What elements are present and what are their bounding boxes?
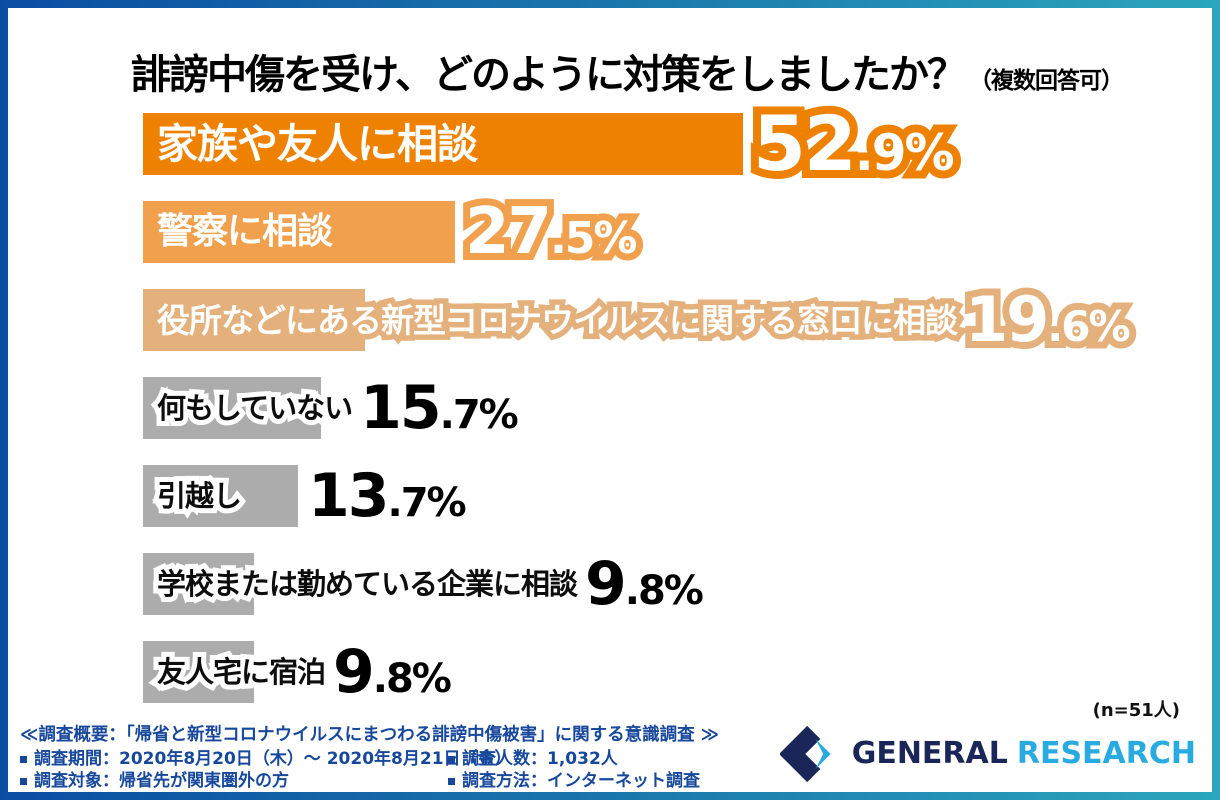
bar-row: 何もしていない 何もしていない 15.7% 15.7% [143,377,1193,439]
bar-content: 警察に相談 警察に相談 27.5% 27.5% [143,193,1193,271]
bar-percentage-outline: 52.9% [745,98,963,190]
survey-footer: ≪調査概要：「帰省と新型コロナウイルスにまつわる誹謗中傷被害」に関する意識調査 … [20,724,719,792]
survey-detail-text: 調査人数：1,032人 [462,748,618,769]
bar-label-text: 役所などにある新型コロナウイルスに関する窓口に相談 [157,300,958,340]
bar-percentage-text: 9.8% [333,637,452,707]
bar-row: 警察に相談 警察に相談 27.5% 27.5% [143,193,1193,271]
bar-label: 警察に相談 警察に相談 [157,214,457,250]
bar-row: 引越し 引越し 13.7% 13.7% [143,465,1193,527]
bar-row: 家族や友人に相談 家族や友人に相談 52.9% 52.9% [143,98,1193,190]
logo: GENERAL RESEARCH [779,724,1196,784]
bar-percentage-text: 13.7% [308,461,467,531]
bar-fill [143,641,254,703]
bar-percentage-outline: 19.6% [958,282,1138,358]
title-main: 誹謗中傷を受け、どのように対策をしましたか？ [131,52,967,98]
bar-fill [143,553,254,615]
survey-detail-text: 調査期間：2020年8月20日（木）～ 2020年8月21日（金） [34,748,512,769]
survey-detail-text: 調査対象：帰省先が関東圏外の方 [34,770,289,791]
bar-label: 学校または勤めている企業に相談 学校または勤めている企業に相談 [152,564,583,603]
bar-percentage-text: 19.6% [965,283,1131,356]
bar-percentage: 13.7% 13.7% [308,461,467,531]
bar-percentage: 15.7% 15.7% [360,373,519,443]
bullet-icon [20,777,27,785]
bar-percentage-text: 9.8% [585,549,704,619]
sample-size-note: (n=51人) [1092,700,1180,721]
bar-content: 家族や友人に相談 家族や友人に相談 52.9% 52.9% [143,98,1193,190]
bar-label-outline: 役所などにある新型コロナウイルスに関する窓口に相談 [152,298,964,342]
logo-word-research: RESEARCH [1016,736,1196,771]
multiple-answers-note: （複数回答可） [969,68,1124,94]
bar-label: 友人宅に宿泊 友人宅に宿泊 [152,652,331,691]
bar-label: 引越し 引越し [152,476,300,515]
bar-label: 家族や友人に相談 家族や友人に相談 [157,123,745,165]
survey-detail-item: 調査対象：帰省先が関東圏外の方 [20,771,444,792]
bar-label-text: 家族や友人に相談 [157,119,478,168]
logo-mark-icon [779,725,831,783]
bar-row: 学校または勤めている企業に相談 学校または勤めている企業に相談 9.8% 9.8… [143,553,1193,615]
bar-fill [143,465,298,527]
survey-detail-item: 調査人数：1,032人 [448,749,719,770]
survey-details: 調査期間：2020年8月20日（木）～ 2020年8月21日（金） 調査人数：1… [20,749,719,793]
survey-detail-item: 調査方法：インターネット調査 [448,771,719,792]
bullet-icon [20,755,27,763]
bar-label-text: 何もしていない [157,390,353,425]
survey-detail-text: 調査方法：インターネット調査 [462,770,700,791]
bar-label-text: 学校または勤めている企業に相談 [157,566,578,601]
bar-label: 役所などにある新型コロナウイルスに関する窓口に相談 役所などにある新型コロナウイ… [152,298,964,342]
bar-content: 何もしていない 何もしていない 15.7% 15.7% [143,377,1193,439]
bar-row: 役所などにある新型コロナウイルスに関する窓口に相談 役所などにある新型コロナウイ… [143,282,1193,358]
logo-word-general: GENERAL [851,736,1008,771]
bar-percentage: 52.9% 52.9% [745,98,963,190]
bar-label-outline: 学校または勤めている企業に相談 [152,564,583,603]
bar-label-outline: 何もしていない [152,388,358,427]
bar-percentage-outline: 27.5% [458,193,645,271]
bar-percentage: 9.8% 9.8% [585,549,704,619]
bar-label-text: 引越し [157,478,242,513]
survey-detail-item: 調査期間：2020年8月20日（木）～ 2020年8月21日（金） [20,749,512,770]
bar-fill [143,201,455,263]
bar-fill [143,113,743,175]
bullet-icon [448,755,455,763]
bar-label-outline: 引越し [152,476,247,515]
page-title: 誹謗中傷を受け、どのように対策をしましたか？ （複数回答可） [131,42,1124,100]
bar-fill [143,377,321,439]
logo-text: GENERAL RESEARCH [852,739,1196,769]
bar-label-text: 警察に相談 [157,211,333,252]
bullet-icon [448,777,455,785]
bar-content: 役所などにある新型コロナウイルスに関する窓口に相談 役所などにある新型コロナウイ… [143,282,1193,358]
bar-percentage-text: 52.9% [753,99,955,188]
bar-label: 何もしていない 何もしていない [152,388,358,427]
bar-label-outline: 友人宅に宿泊 [152,652,331,691]
bar-percentage: 27.5% 27.5% [458,193,645,271]
bar-row: 友人宅に宿泊 友人宅に宿泊 9.8% 9.8% [143,641,1193,703]
bar-percentage: 19.6% 19.6% [958,282,1138,358]
bar-content: 友人宅に宿泊 友人宅に宿泊 9.8% 9.8% [143,641,1193,703]
bar-content: 引越し 引越し 13.7% 13.7% [143,465,1193,527]
bar-chart: 家族や友人に相談 家族や友人に相談 52.9% 52.9% 警察に相談 警察に相… [143,98,1193,729]
bar-label-text: 友人宅に宿泊 [157,654,326,689]
bar-percentage-text: 27.5% [465,195,637,269]
survey-overview: ≪調査概要：「帰省と新型コロナウイルスにまつわる誹謗中傷被害」に関する意識調査 … [20,724,719,745]
bar-percentage-text: 15.7% [360,373,519,443]
infographic-canvas: 誹謗中傷を受け、どのように対策をしましたか？（複数回答可） 家族や友人に相談 家… [8,8,1212,792]
bar-percentage: 9.8% 9.8% [333,637,452,707]
bar-content: 学校または勤めている企業に相談 学校または勤めている企業に相談 9.8% 9.8… [143,553,1193,615]
bar-fill [143,289,365,351]
